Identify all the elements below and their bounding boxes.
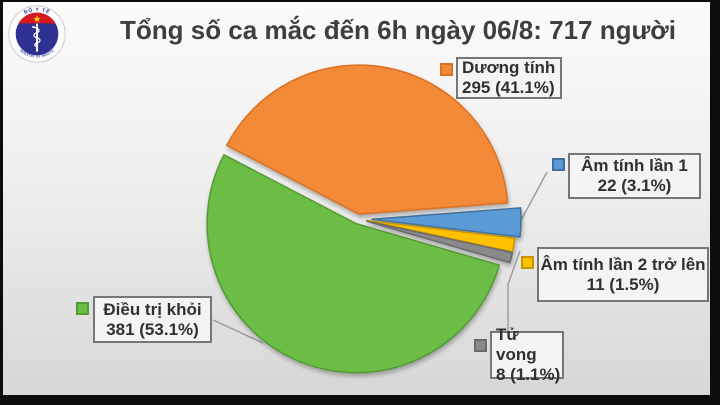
frame-bar-right <box>710 0 720 405</box>
callout-duong-tinh: Dương tính 295 (41.1%) <box>456 57 562 99</box>
legend-swatch-am-tinh-lan-1 <box>552 158 565 171</box>
callout-value: 295 (41.1%) <box>462 78 555 97</box>
callout-value: 22 (3.1%) <box>597 176 672 195</box>
frame-bar-left <box>0 0 3 405</box>
legend-swatch-am-tinh-lan-2 <box>521 256 534 269</box>
svg-text:BỘ Y TẾ: BỘ Y TẾ <box>23 5 51 16</box>
logo-text-top: BỘ Y TẾ <box>23 5 50 16</box>
callout-value: 8 (1.1%) <box>496 365 561 384</box>
chart-title: Tổng số ca mắc đến 6h ngày 06/8: 717 ngư… <box>119 15 677 45</box>
callout-value: 381 (53.1%) <box>106 319 199 339</box>
logo-snake-head <box>32 25 35 29</box>
pie-slice-3 <box>365 220 514 264</box>
legend-swatch-dieu-tri-khoi <box>76 302 89 315</box>
leader-line-slice-4 <box>212 319 264 344</box>
legend-swatch-duong-tinh <box>440 63 453 76</box>
callout-label: Âm tính lần 2 trở lên <box>540 254 706 274</box>
callout-label: Dương tính <box>462 58 556 77</box>
logo-snake-icon <box>32 26 41 48</box>
callout-label: Tử vong <box>496 325 537 364</box>
leader-lines <box>212 171 548 344</box>
frame-bar-bottom <box>0 395 720 405</box>
pie-slice-1 <box>371 207 522 238</box>
logo-star-icon <box>33 15 41 23</box>
callout-label: Điều trị khỏi <box>103 299 202 319</box>
callout-am-tinh-lan-1: Âm tính lần 1 22 (3.1%) <box>568 153 701 199</box>
pie-slices <box>206 64 522 374</box>
callout-am-tinh-lan-2: Âm tính lần 2 trở lên 11 (1.5%) <box>537 247 709 302</box>
callout-value: 11 (1.5%) <box>586 274 660 294</box>
legend-swatch-tu-vong <box>474 339 487 352</box>
callout-dieu-tri-khoi: Điều trị khỏi 381 (53.1%) <box>93 296 212 343</box>
leader-line-slice-1 <box>517 171 548 227</box>
frame-bar-top <box>0 0 720 2</box>
callout-tu-vong: Tử vong 8 (1.1%) <box>490 325 564 384</box>
leader-line-slice-3 <box>507 250 521 332</box>
pie-slice-4 <box>206 154 501 374</box>
pie-slice-0 <box>226 64 509 215</box>
ministry-of-health-logo: BỘ Y TẾ MINISTRY OF HEALTH <box>8 5 66 63</box>
callout-label: Âm tính lần 1 <box>581 156 688 175</box>
